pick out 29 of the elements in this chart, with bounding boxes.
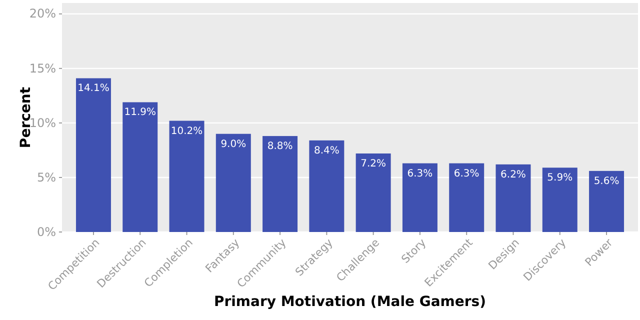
bar bbox=[216, 134, 251, 232]
bar bbox=[356, 153, 391, 232]
x-axis-title: Primary Motivation (Male Gamers) bbox=[214, 294, 486, 310]
data-label: 6.2% bbox=[500, 169, 526, 180]
bar bbox=[589, 170, 624, 232]
bar bbox=[309, 140, 344, 232]
y-tick-label: 20% bbox=[29, 6, 56, 21]
bar bbox=[76, 78, 111, 232]
data-label: 5.9% bbox=[547, 172, 573, 184]
bar bbox=[449, 163, 484, 232]
data-label: 10.2% bbox=[170, 126, 203, 137]
data-label: 8.4% bbox=[314, 145, 340, 156]
y-tick-label: 0% bbox=[36, 224, 56, 239]
data-label: 6.3% bbox=[454, 168, 480, 180]
bar bbox=[169, 120, 204, 232]
bar bbox=[402, 163, 438, 232]
y-tick-label: 5% bbox=[36, 170, 56, 184]
bar bbox=[496, 164, 531, 232]
data-label: 11.9% bbox=[124, 107, 156, 118]
data-label: 9.0% bbox=[220, 138, 246, 150]
bar bbox=[542, 168, 578, 232]
data-label: 8.8% bbox=[267, 141, 293, 152]
bar bbox=[122, 102, 158, 232]
y-tick-label: 15% bbox=[29, 61, 56, 76]
data-label: 7.2% bbox=[360, 158, 386, 170]
data-label: 5.6% bbox=[594, 176, 620, 187]
data-label: 14.1% bbox=[78, 83, 110, 94]
data-label: 6.3% bbox=[407, 168, 433, 180]
bar bbox=[262, 136, 298, 232]
